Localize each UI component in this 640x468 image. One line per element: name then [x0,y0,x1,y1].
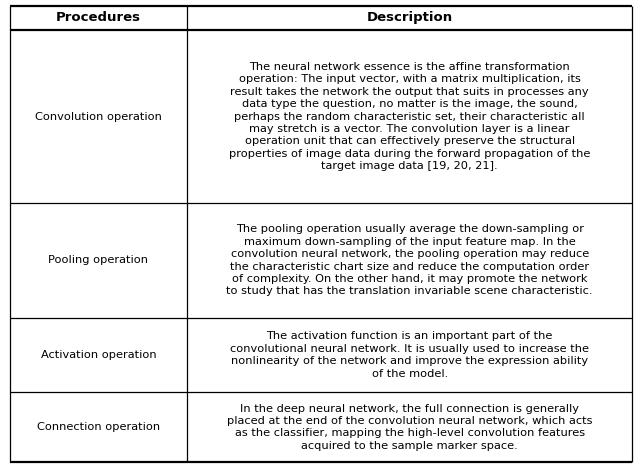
Text: Pooling operation: Pooling operation [49,256,148,265]
Text: In the deep neural network, the full connection is generally
placed at the end o: In the deep neural network, the full con… [227,403,593,451]
Text: The pooling operation usually average the down-sampling or
maximum down-sampling: The pooling operation usually average th… [227,225,593,297]
Text: Description: Description [367,11,452,24]
Text: The activation function is an important part of the
convolutional neural network: The activation function is an important … [230,331,589,379]
Text: Convolution operation: Convolution operation [35,111,162,122]
Text: Procedures: Procedures [56,11,141,24]
Text: Activation operation: Activation operation [40,350,156,360]
Text: Connection operation: Connection operation [36,422,160,432]
Text: The neural network essence is the affine transformation
operation: The input vec: The neural network essence is the affine… [229,62,590,171]
